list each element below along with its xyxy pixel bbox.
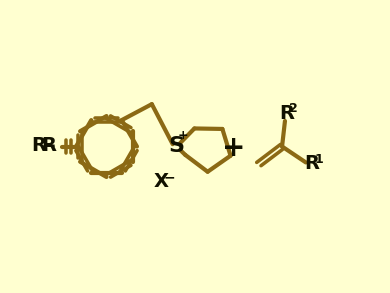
Text: 1: 1 [314, 153, 323, 166]
Text: +: + [177, 129, 188, 142]
Text: 2: 2 [289, 102, 298, 115]
Text: +: + [222, 134, 246, 162]
Text: −: − [163, 171, 175, 185]
Text: R–: R– [32, 137, 56, 155]
Text: R: R [41, 137, 56, 155]
Text: X: X [154, 172, 169, 191]
Text: R: R [305, 154, 320, 173]
Text: R: R [279, 104, 294, 123]
Text: S: S [168, 137, 184, 156]
